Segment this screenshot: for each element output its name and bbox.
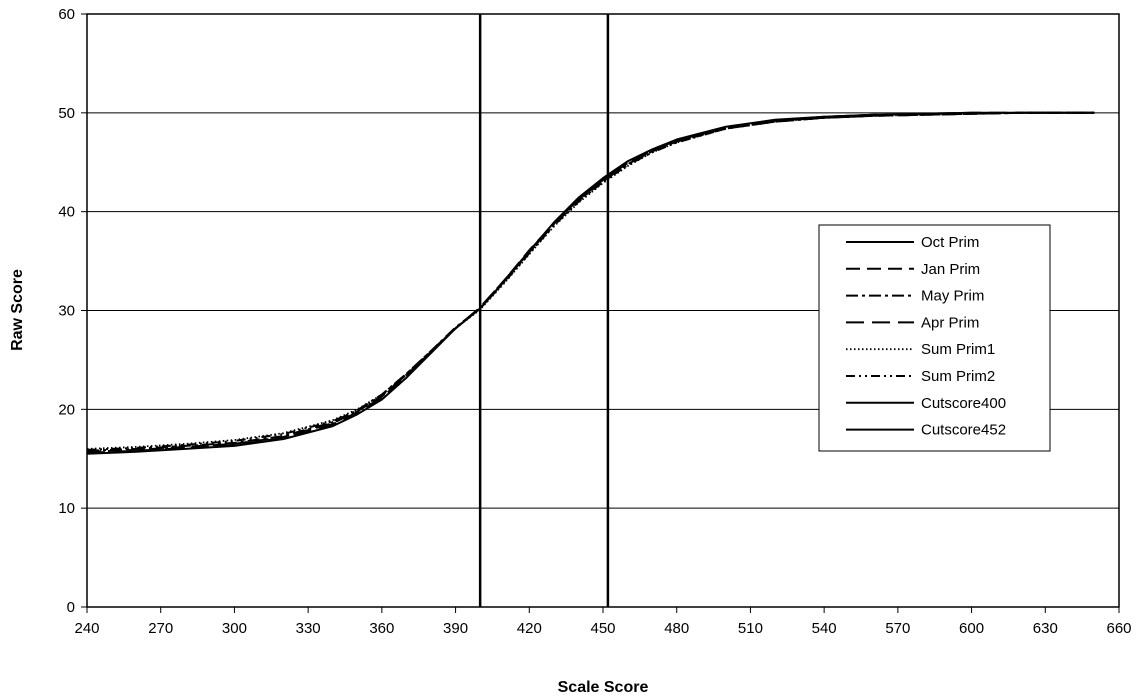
x-tick-label: 240 [74, 620, 99, 637]
x-tick-label: 510 [738, 620, 763, 637]
legend-label: May Prim [921, 288, 984, 305]
x-tick-label: 570 [885, 620, 910, 637]
x-tick-label: 630 [1033, 620, 1058, 637]
x-tick-label: 450 [590, 620, 615, 637]
y-tick-label: 50 [58, 105, 75, 122]
legend-label: Sum Prim1 [921, 341, 995, 358]
y-tick-label: 20 [58, 401, 75, 418]
x-tick-label: 660 [1106, 620, 1131, 637]
x-tick-label: 420 [517, 620, 542, 637]
x-axis-title: Scale Score [558, 679, 649, 696]
legend-label: Sum Prim2 [921, 368, 995, 385]
y-tick-label: 30 [58, 303, 75, 320]
legend: Oct Prim Jan Prim May Prim Apr Prim Sum Prim… [818, 224, 1051, 452]
y-axis-title: Raw Score [9, 269, 26, 351]
x-tick-label: 540 [812, 620, 837, 637]
y-tick-label: 60 [58, 6, 75, 23]
x-tick-label: 330 [296, 620, 321, 637]
x-tick-label: 480 [664, 620, 689, 637]
legend-box [818, 224, 1051, 452]
x-tick-label: 600 [959, 620, 984, 637]
x-tick-label: 360 [369, 620, 394, 637]
y-tick-label: 0 [67, 599, 75, 616]
x-axis: 240 270 300 330 360 390 420 450 480 510 540 570 600 6… [74, 607, 1132, 637]
legend-label: Cutscore400 [921, 395, 1006, 412]
legend-label: Cutscore452 [921, 422, 1006, 439]
legend-label: Jan Prim [921, 261, 980, 278]
y-axis: 0 10 20 30 40 50 60 [58, 6, 87, 616]
cutscore-lines [478, 14, 610, 607]
x-tick-label: 270 [148, 620, 173, 637]
y-tick-label: 10 [58, 500, 75, 517]
y-tick-label: 40 [58, 204, 75, 221]
x-tick-label: 300 [222, 620, 247, 637]
legend-label: Oct Prim [921, 234, 979, 251]
legend-label: Apr Prim [921, 314, 979, 331]
series-sum-prim2 [86, 111, 1095, 451]
series-group [86, 111, 1095, 455]
x-tick-label: 390 [443, 620, 468, 637]
